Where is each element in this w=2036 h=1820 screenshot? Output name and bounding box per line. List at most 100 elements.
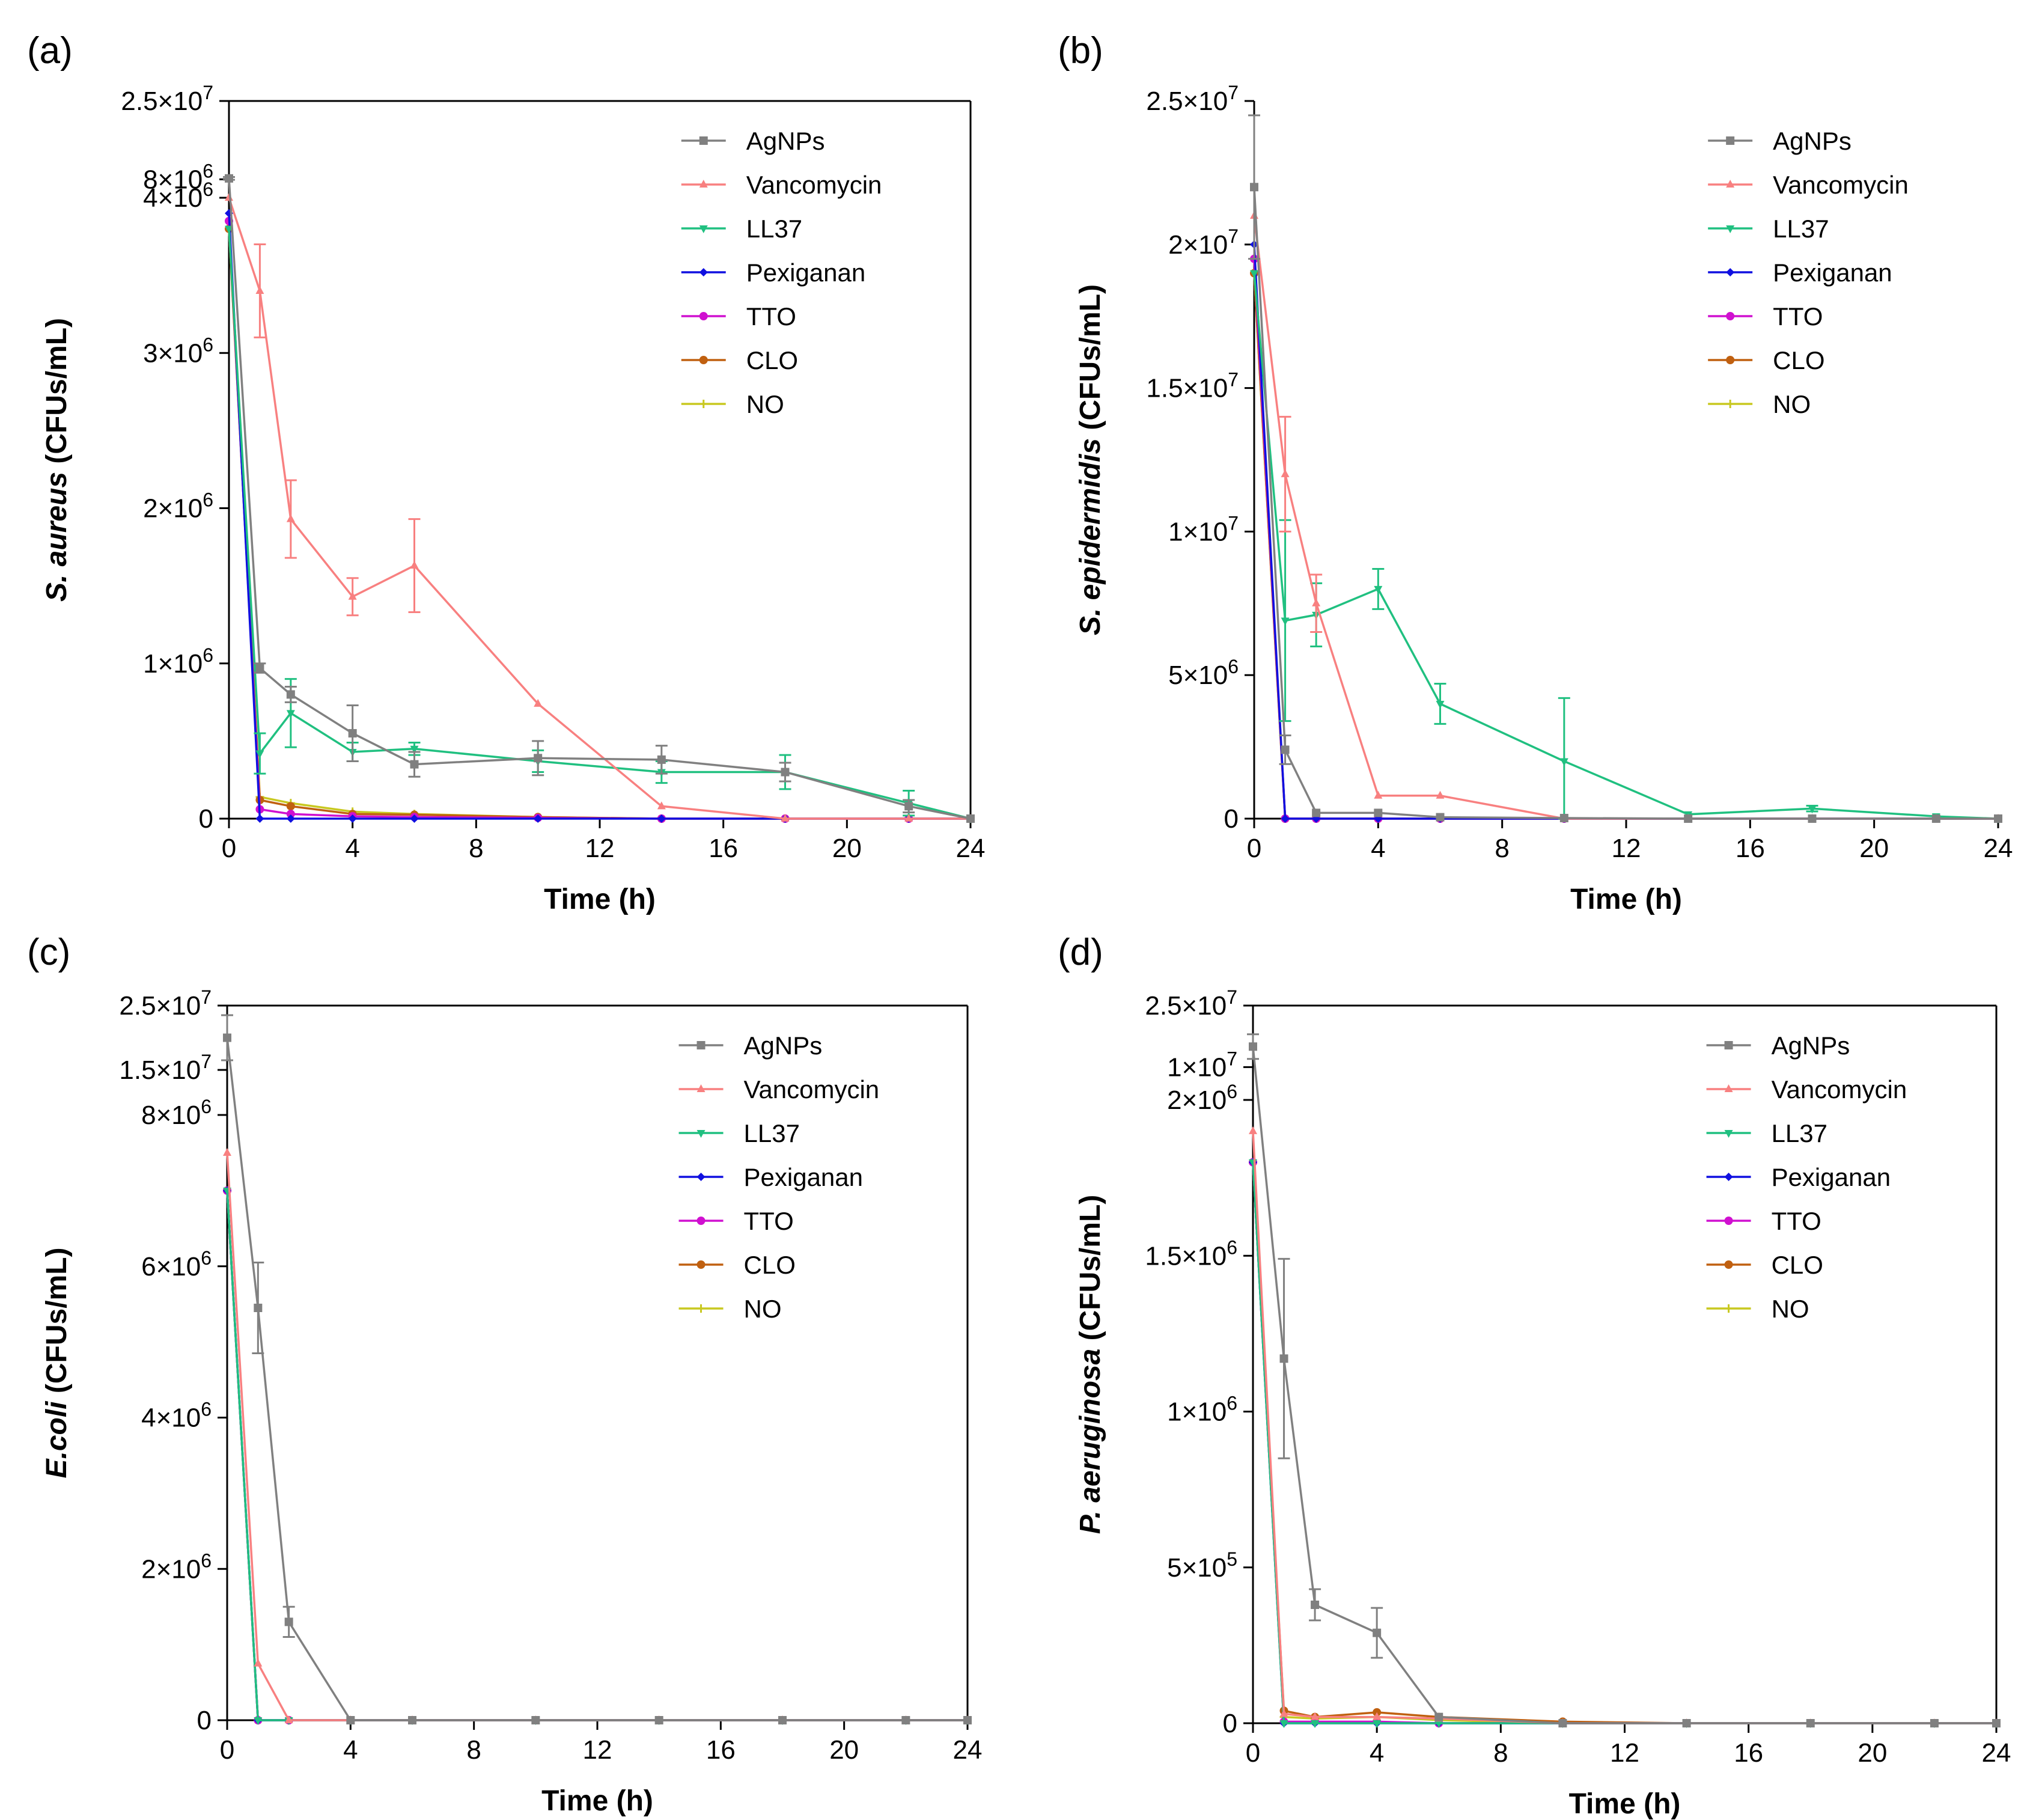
- legend-marker: [1724, 1041, 1733, 1049]
- data-point: [286, 814, 295, 823]
- series-no: [1250, 269, 2002, 823]
- y-tick-label: 1×106: [1167, 1393, 1237, 1427]
- legend-marker: [1726, 268, 1735, 276]
- y-axis-title: P. aeruginosa (CFUs/mL): [1074, 1195, 1106, 1534]
- data-point: [286, 710, 295, 718]
- series-line: [228, 197, 971, 820]
- data-point: [1312, 808, 1321, 817]
- series-line: [1252, 1131, 1996, 1724]
- legend-marker: [696, 1304, 706, 1313]
- data-point: [1279, 1709, 1288, 1717]
- data-point: [1279, 1354, 1288, 1363]
- data-point: [657, 814, 666, 823]
- series-clo: [1249, 1158, 2001, 1727]
- x-tick-label: 24: [1982, 1738, 2011, 1768]
- series-ll37: [1249, 1159, 2001, 1728]
- data-point: [534, 754, 543, 763]
- legend: AgNPs Vancomycin LL37 Pexiganan TTO CLO NO: [681, 127, 882, 418]
- series-line: [1253, 273, 1999, 820]
- x-tick-label: 0: [222, 834, 236, 863]
- data-point: [408, 1716, 416, 1724]
- series-line: [228, 178, 971, 820]
- legend-label: LL37: [746, 215, 802, 243]
- data-point: [255, 286, 264, 294]
- x-axis-title: Time (h): [541, 1785, 653, 1817]
- data-point: [1434, 1720, 1443, 1728]
- series-no: [225, 224, 975, 823]
- legend-label: TTO: [1773, 302, 1823, 331]
- data-point: [286, 514, 295, 522]
- data-point: [1311, 1600, 1320, 1609]
- y-tick-label: 1×106: [143, 644, 213, 679]
- x-tick-label: 8: [466, 1735, 481, 1765]
- y-axis-title: E.coli (CFUs/mL): [41, 1247, 73, 1478]
- legend-label: CLO: [744, 1251, 796, 1279]
- y-tick-label: 8×106: [143, 160, 213, 194]
- x-tick-label: 12: [1612, 834, 1641, 863]
- y-axis-title: S. epidermidis (CFUs/mL): [1074, 284, 1106, 635]
- series-no: [1249, 1158, 2001, 1727]
- data-point: [781, 814, 790, 822]
- series-clo: [225, 224, 975, 823]
- series-pexiganan: [1250, 240, 2002, 823]
- y-tick-label: 5×106: [1168, 656, 1239, 690]
- data-point: [1559, 758, 1568, 766]
- data-point: [255, 750, 264, 759]
- series-line: [1252, 1046, 1996, 1724]
- chart-panel-b: (b) 0 4 8 12 16 20 24 0 5×106 1×107 1.5×107 2×107 2.5…: [1058, 30, 2013, 915]
- data-point: [1279, 1720, 1288, 1728]
- series-line: [1252, 1162, 1996, 1724]
- data-point: [778, 1716, 787, 1724]
- x-tick-label: 0: [1246, 1738, 1260, 1768]
- panel-label: (b): [1058, 30, 1103, 72]
- data-point: [966, 814, 975, 823]
- series-line: [226, 1152, 968, 1721]
- x-tick-label: 0: [1247, 834, 1261, 863]
- x-tick-label: 8: [469, 834, 483, 863]
- y-tick-label: 1×107: [1167, 1048, 1237, 1082]
- series-tto: [1249, 1158, 2001, 1727]
- legend-marker: [699, 225, 708, 233]
- data-point: [255, 664, 264, 673]
- data-point: [1992, 1719, 2001, 1727]
- y-tick-label: 4×106: [143, 179, 213, 213]
- legend-marker: [699, 356, 708, 364]
- data-point: [223, 1147, 231, 1156]
- y-axis-title: S. aureus (CFUs/mL): [41, 318, 73, 602]
- y-tick-label: 4×106: [141, 1399, 212, 1433]
- data-point: [531, 1716, 540, 1724]
- series-line: [1253, 258, 1998, 820]
- data-point: [254, 1717, 263, 1725]
- data-point: [1559, 814, 1568, 823]
- data-point: [410, 745, 419, 754]
- x-axis-title: Time (h): [1569, 1788, 1681, 1820]
- y-tick-label: 1×107: [1168, 512, 1239, 546]
- series-agnps: [1247, 1033, 2001, 1727]
- data-point: [1373, 1628, 1382, 1637]
- x-tick-label: 0: [220, 1735, 234, 1765]
- legend-marker: [1726, 180, 1735, 188]
- data-point: [410, 760, 419, 769]
- data-point: [1994, 814, 2002, 823]
- x-tick-label: 20: [1859, 834, 1889, 863]
- chart-panel-c: (c) 0 4 8 12 16 20 24 0 2×106 4×106 6×106 8×106 1.5×1…: [27, 932, 982, 1817]
- data-point: [410, 561, 419, 569]
- data-point: [1374, 585, 1383, 594]
- data-point: [1436, 813, 1445, 822]
- legend-label: LL37: [744, 1119, 800, 1147]
- data-point: [781, 768, 790, 777]
- series-line: [1252, 1162, 1996, 1724]
- series-line: [1253, 187, 1998, 820]
- legend-marker: [1724, 1084, 1733, 1092]
- x-tick-label: 16: [706, 1735, 736, 1765]
- chart-panel-d: (d) 0 4 8 12 16 20 24 0 5×105 1×106 1.5×106 2×1061×1…: [1058, 932, 2011, 1820]
- data-point: [348, 728, 357, 737]
- series-agnps: [223, 174, 975, 823]
- legend-marker: [696, 1130, 706, 1138]
- legend-marker: [699, 312, 708, 320]
- data-point: [1684, 814, 1693, 823]
- x-axis-title: Time (h): [1570, 884, 1682, 915]
- series-line: [226, 1190, 968, 1721]
- data-point: [1930, 1719, 1939, 1727]
- data-point: [254, 1303, 263, 1312]
